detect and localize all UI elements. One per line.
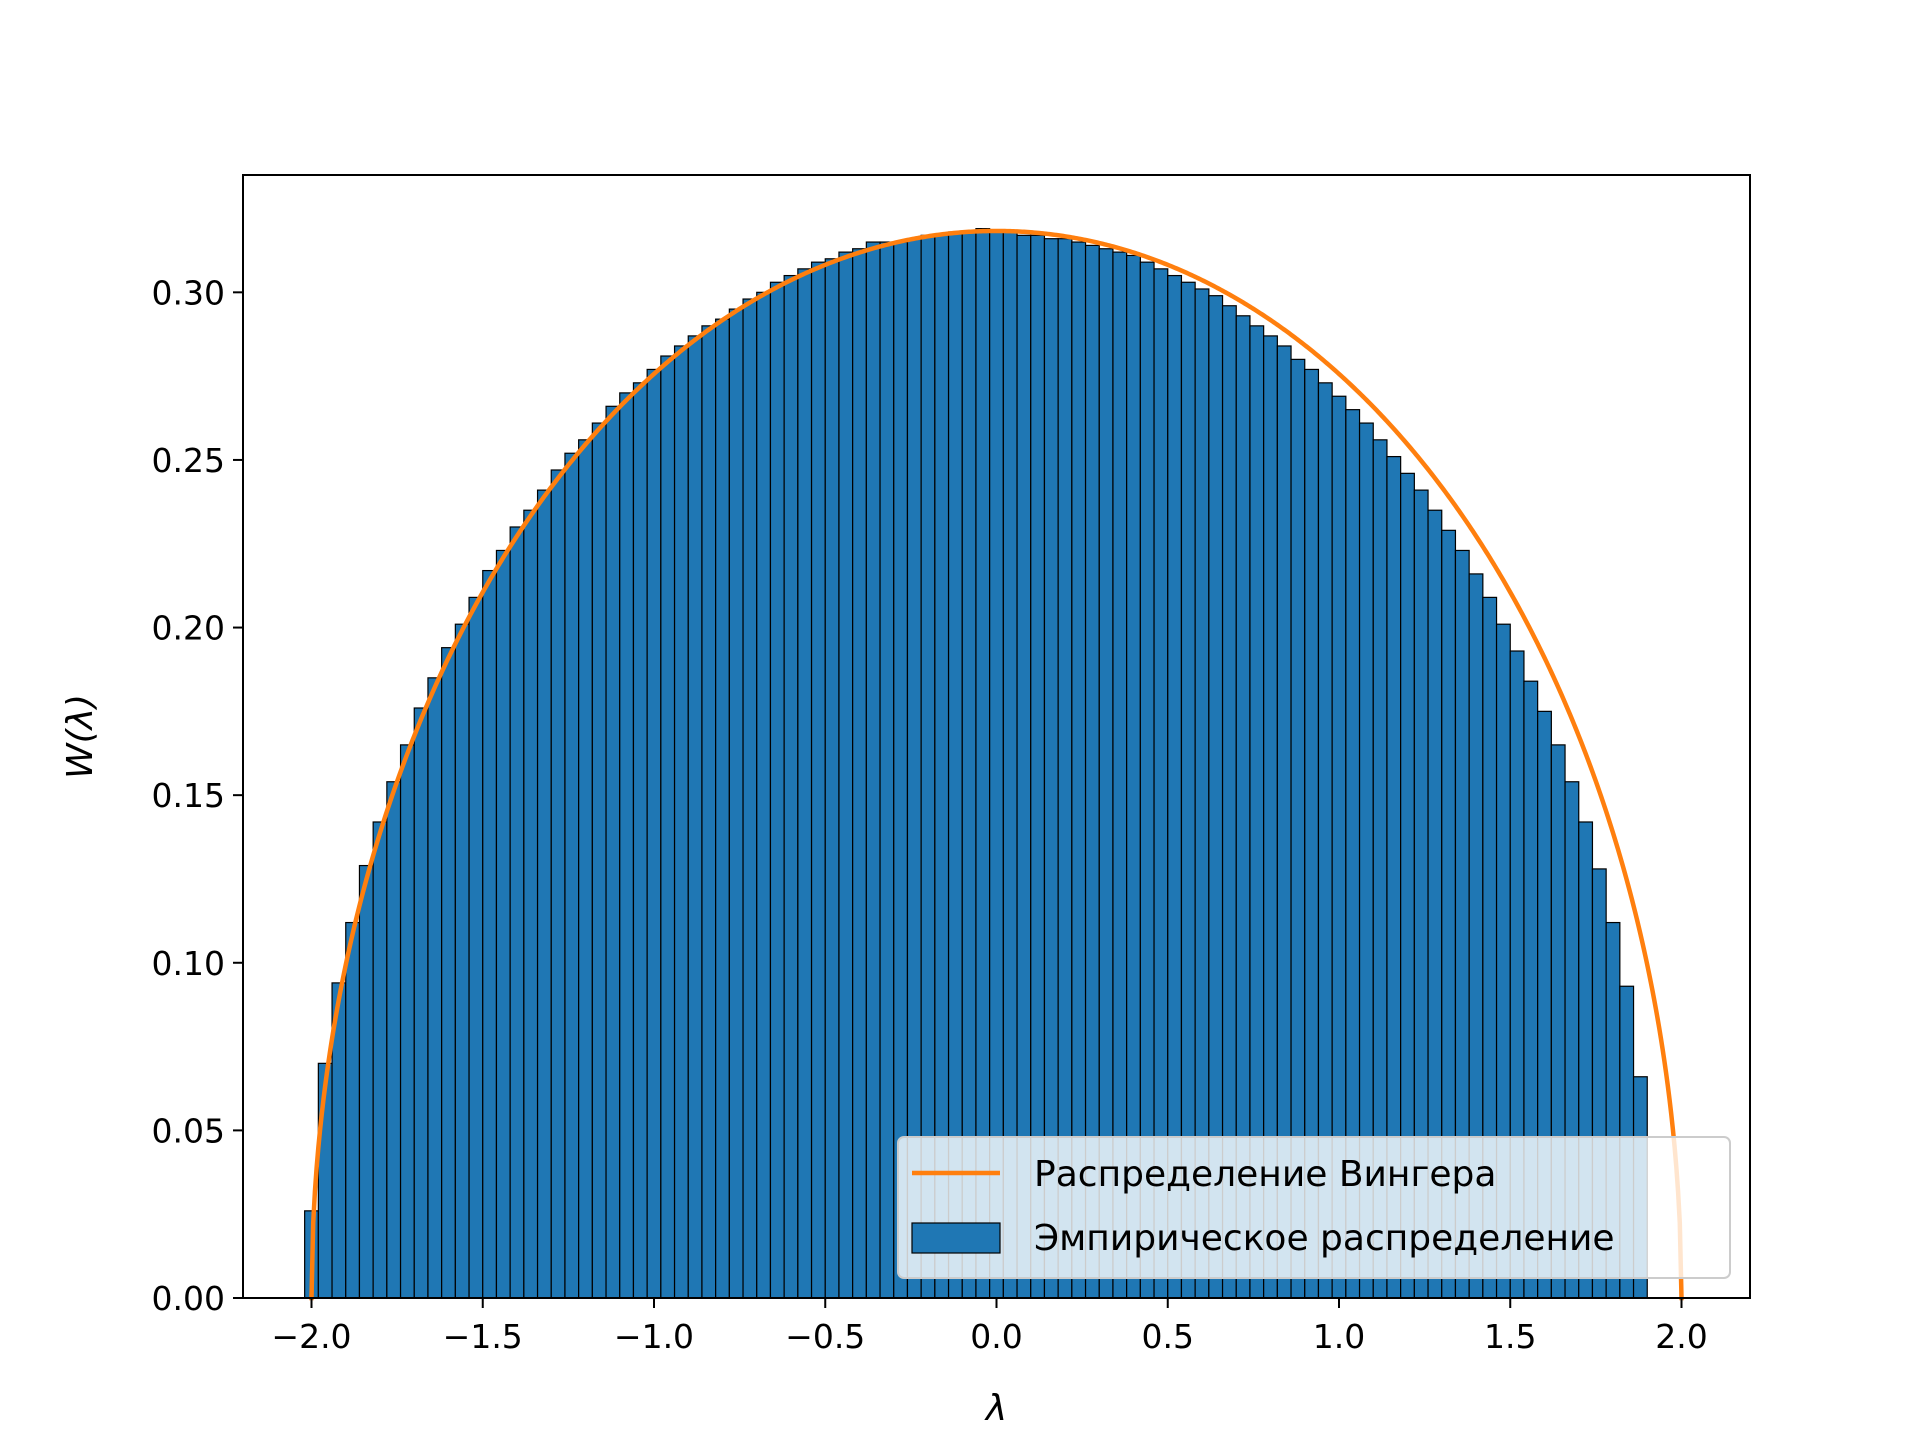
histogram-bar	[742, 298, 758, 1299]
y-tick-label: 0.05	[152, 1111, 225, 1150]
histogram-bar	[550, 469, 566, 1299]
y-axis-label: W(λ)	[60, 694, 101, 779]
histogram-bar	[769, 281, 785, 1299]
legend-label-empirical: Эмпирическое распределение	[1034, 1218, 1615, 1259]
x-tick-label: −1.0	[614, 1317, 694, 1356]
histogram-bar	[605, 405, 621, 1299]
y-tick-label: 0.25	[152, 441, 225, 480]
y-tick-label: 0.15	[152, 776, 225, 815]
y-tick-label: 0.30	[152, 273, 225, 312]
y-tick-label: 0.00	[152, 1279, 225, 1318]
wigner-curve	[309, 228, 1684, 1301]
histogram-bar	[509, 526, 525, 1299]
histogram-bar	[632, 382, 648, 1299]
histogram-bar	[578, 439, 593, 1299]
histogram-bar	[701, 325, 717, 1299]
histogram-bar	[852, 248, 867, 1299]
histogram-bar	[536, 489, 552, 1299]
x-tick-label: −1.5	[443, 1317, 523, 1356]
x-tick-label: 0.0	[970, 1317, 1022, 1356]
histogram-bar	[879, 241, 895, 1299]
histogram-bar	[619, 392, 635, 1299]
y-tick-label: 0.10	[152, 944, 225, 983]
histogram-bar	[797, 268, 813, 1299]
histogram-bar	[728, 308, 744, 1299]
histogram-bar	[372, 821, 388, 1299]
x-tick-label: 2.0	[1655, 1317, 1707, 1356]
y-tick-label: 0.20	[152, 609, 225, 648]
x-tick-label: −0.5	[785, 1317, 865, 1356]
x-axis-ticks: −2.0 −1.5 −1.0 −0.5 0.0 0.5 1.0 1.5 2.0	[271, 1298, 1708, 1356]
histogram-bar	[468, 596, 484, 1299]
histogram-bar	[358, 864, 374, 1299]
y-axis-ticks: 0.00 0.05 0.10 0.15 0.20 0.25 0.30	[152, 273, 243, 1318]
histogram-bar	[865, 241, 881, 1299]
x-tick-label: 1.5	[1484, 1317, 1536, 1356]
histogram-bar	[715, 318, 730, 1299]
legend-box	[897, 1136, 1731, 1279]
histogram-bar	[495, 549, 511, 1299]
x-axis-label: λ	[984, 1388, 1007, 1429]
legend-bar-swatch	[911, 1222, 1001, 1254]
legend: Распределение Вингера Эмпирическое распр…	[897, 1136, 1731, 1279]
histogram-bar	[386, 781, 402, 1299]
histogram-bar	[673, 345, 689, 1299]
histogram-bar	[687, 335, 703, 1299]
histogram-bar	[427, 677, 443, 1299]
histogram-bar	[660, 355, 676, 1299]
histogram-bar	[838, 251, 854, 1299]
histogram-bar	[413, 707, 429, 1299]
histogram-bar	[564, 452, 580, 1299]
histogram-bar	[810, 261, 826, 1299]
histogram-bar	[591, 422, 607, 1299]
histogram-bar	[399, 744, 415, 1299]
x-tick-label: 0.5	[1142, 1317, 1194, 1356]
histogram-bar	[454, 623, 470, 1299]
histogram-bar	[345, 921, 361, 1299]
histogram-bar	[783, 274, 799, 1299]
x-tick-label: −2.0	[271, 1317, 351, 1356]
histogram-bar	[523, 509, 539, 1299]
histogram-bar	[646, 368, 662, 1299]
x-tick-label: 1.0	[1313, 1317, 1365, 1356]
histogram-bar	[482, 569, 498, 1299]
histogram-bar	[756, 291, 772, 1299]
legend-label-wigner: Распределение Вингера	[1034, 1154, 1496, 1195]
histogram-bar	[824, 258, 840, 1299]
histogram-bar	[441, 647, 456, 1299]
